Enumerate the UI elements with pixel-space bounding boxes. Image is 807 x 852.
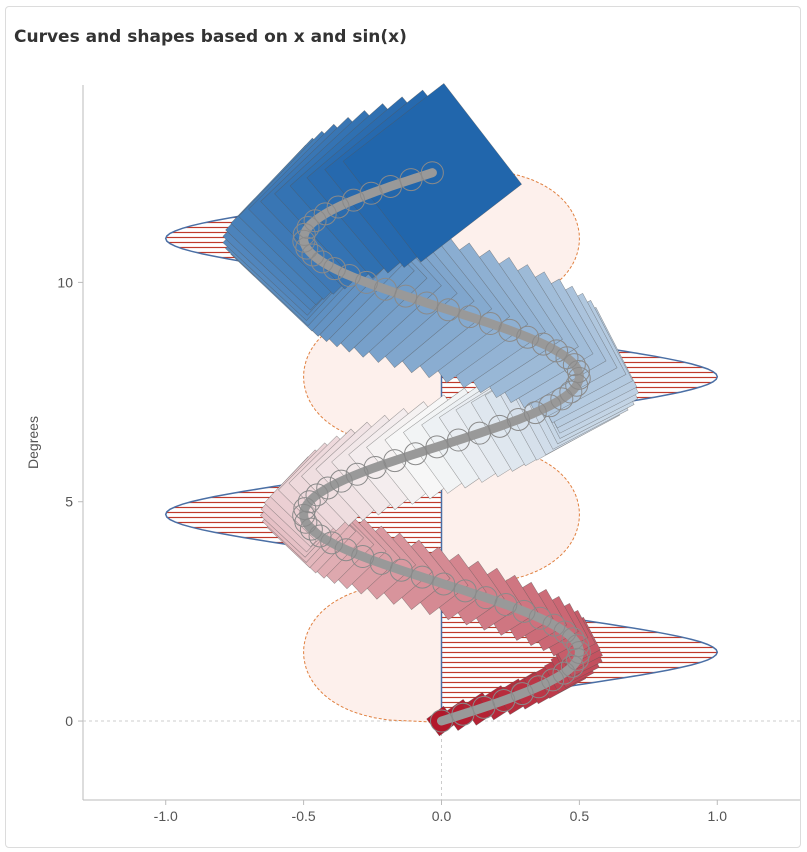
y-tick-label: 5 (65, 494, 73, 510)
curve-marker (373, 277, 397, 301)
curve-marker (453, 579, 477, 603)
curve-marker (308, 524, 332, 548)
y-tick-label: 10 (57, 274, 73, 290)
curve-marker (297, 490, 321, 514)
curve-marker (296, 216, 320, 240)
curve-marker (478, 312, 502, 336)
curve-marker (541, 668, 565, 692)
curve-marker (451, 702, 475, 726)
curve-marker (351, 545, 375, 569)
curve-marker (553, 620, 577, 644)
curve-marker (528, 606, 552, 630)
curve-marker (566, 634, 590, 658)
sine-curve (292, 161, 591, 733)
curve-marker (342, 188, 366, 212)
curve-marker (299, 517, 323, 541)
curve-marker (432, 572, 456, 596)
dashed-blob (303, 581, 442, 723)
axis-labels: -1.0 -0.5 0.0 0.5 1.0 0 5 10 Degrees (25, 274, 727, 824)
curve-marker (329, 469, 353, 493)
curve-marker (379, 174, 403, 198)
curve-marker (510, 682, 534, 706)
x-tick-label: -0.5 (292, 808, 316, 824)
curve-marker (523, 401, 547, 425)
curve-marker (292, 229, 316, 253)
curve-marker (415, 291, 439, 315)
curve-marker (337, 264, 361, 288)
curve-marker (552, 661, 576, 685)
curve-line (299, 168, 584, 726)
curve-marker (474, 586, 498, 610)
x-tick-label: -1.0 (154, 808, 178, 824)
curve-marker (323, 257, 347, 281)
curve-marker (542, 613, 566, 637)
curve-marker (292, 503, 316, 527)
curve-marker (326, 195, 350, 219)
curve-marker (488, 414, 512, 438)
chart-title: Curves and shapes based on x and sin(x) (14, 27, 407, 47)
curve-marker (531, 332, 555, 356)
curve-marker (305, 483, 329, 507)
curve-marker (313, 202, 337, 226)
curve-marker (430, 709, 453, 733)
curve-marker (293, 497, 317, 521)
x-tick-label: 1.0 (708, 808, 728, 824)
curve-marker (550, 387, 574, 411)
curve-marker (316, 476, 340, 500)
curve-marker (561, 627, 585, 651)
x-tick-label: 0.0 (432, 808, 452, 824)
y-axis-label: Degrees (25, 416, 41, 469)
curve-marker (566, 359, 590, 383)
curve-marker (334, 538, 358, 562)
curve-marker (301, 243, 325, 267)
x-tick-label: 0.5 (570, 808, 590, 824)
curve-marker (404, 442, 428, 466)
curve-marker (538, 394, 562, 418)
curve-marker (354, 270, 378, 294)
curve-marker (420, 161, 444, 185)
curve-marker (383, 449, 407, 473)
curve-marker (559, 380, 583, 404)
curve-marker (394, 284, 418, 308)
curve-marker (436, 298, 460, 322)
curve-marker (567, 366, 591, 390)
curve-marker (492, 688, 516, 712)
curve-marker (506, 407, 530, 431)
curve-marker (516, 325, 540, 349)
curve-marker (399, 168, 423, 192)
curve-marker (425, 435, 449, 459)
curve-marker (410, 565, 434, 589)
curve-marker (562, 353, 586, 377)
curve-marker (310, 250, 334, 274)
curve-marker (369, 551, 393, 575)
curve-marker (512, 599, 536, 623)
curve-marker (458, 305, 482, 329)
curve-marker (446, 428, 470, 452)
curve-marker (345, 462, 369, 486)
curve-marker (527, 675, 551, 699)
y-tick-label: 0 (65, 713, 73, 729)
curve-marker (320, 531, 344, 555)
curve-marker (567, 641, 591, 665)
curve-marker (545, 339, 569, 363)
